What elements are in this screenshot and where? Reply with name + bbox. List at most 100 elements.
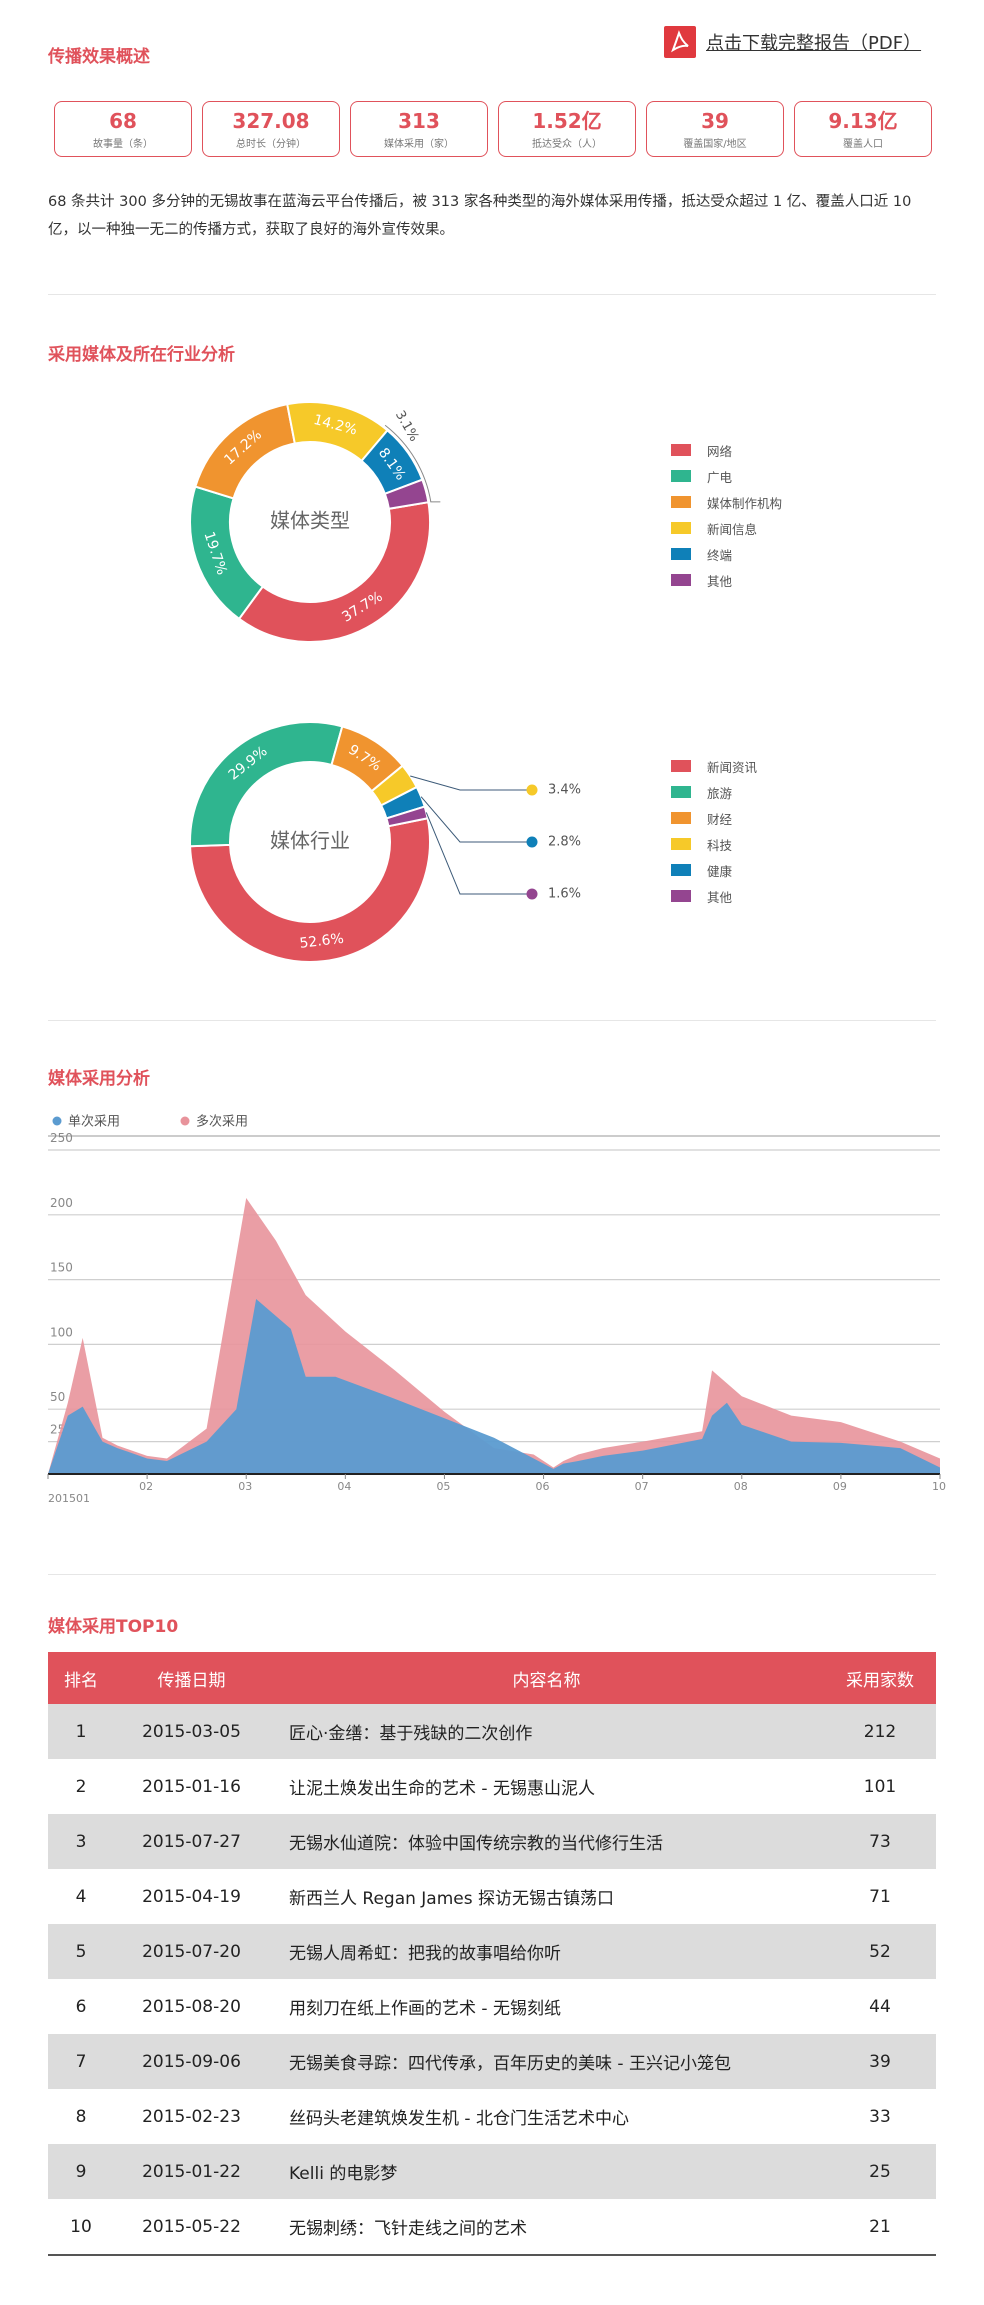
- legend-label: 广电: [707, 469, 733, 485]
- legend-swatch: [671, 760, 691, 772]
- column-header-title: 内容名称: [269, 1652, 824, 1704]
- table-row[interactable]: 4 2015-04-19 新西兰人 Regan James 探访无锡古镇荡口 71: [48, 1869, 936, 1924]
- donut-slice: [237, 501, 431, 643]
- x-tick-label: 201501: [48, 1492, 90, 1505]
- stat-value: 1.52亿: [532, 109, 602, 133]
- divider: [48, 1020, 936, 1021]
- table-row[interactable]: 5 2015-07-20 无锡人周希虹：把我的故事唱给你听 52: [48, 1924, 936, 1979]
- rank-cell: 8: [75, 2106, 87, 2127]
- legend-swatch: [671, 496, 691, 508]
- callout-dot: [526, 888, 538, 900]
- y-tick-label: 200: [50, 1196, 73, 1210]
- media-type-donut: 37.7%19.7%17.2%14.2%8.1%3.1%媒体类型: [189, 401, 441, 643]
- stat-card-duration: 327.08 总时长（分钟）: [202, 101, 340, 157]
- x-tick-label: 06: [536, 1480, 550, 1493]
- rank-cell: 7: [48, 2034, 114, 2089]
- date-cell: 2015-07-27: [114, 1814, 269, 1869]
- count-cell: 52: [824, 1924, 936, 1979]
- stat-card-population: 9.13亿 覆盖人口: [794, 101, 932, 157]
- top10-title: 媒体采用TOP10: [48, 1617, 179, 1637]
- slice-label: 3.4%: [548, 783, 581, 798]
- legend-label: 媒体制作机构: [707, 495, 783, 511]
- date-cell: 2015-01-22: [114, 2144, 269, 2199]
- title-cell[interactable]: 无锡水仙道院：体验中国传统宗教的当代修行生活: [269, 1814, 824, 1869]
- x-tick-label: 04: [337, 1480, 351, 1493]
- stat-value: 313: [398, 109, 440, 133]
- legend-label: 多次采用: [196, 1114, 248, 1130]
- count-cell: 39: [824, 2034, 936, 2089]
- title-cell[interactable]: 让泥土焕发出生命的艺术 - 无锡惠山泥人: [289, 1779, 595, 1799]
- legend-label: 旅游: [707, 785, 733, 801]
- y-tick-label: 50: [50, 1390, 65, 1404]
- date-cell: 2015-08-20: [142, 1996, 241, 2017]
- callout-line: [410, 775, 532, 791]
- series-area-single: [48, 1299, 940, 1474]
- x-tick-label: 02: [139, 1480, 153, 1493]
- date-cell: 2015-03-05: [114, 1704, 269, 1759]
- stat-card-audience: 1.52亿 抵达受众（人）: [498, 101, 636, 157]
- summary-text: 68 条共计 300 多分钟的无锡故事在蓝海云平台传播后，被 313 家各种类型…: [48, 194, 912, 238]
- stat-label: 覆盖人口: [843, 139, 883, 150]
- top10-table: 排名 传播日期 内容名称 采用家数 1 2015-03-05 匠心·金缮：基于残缺的…: [48, 1652, 936, 2256]
- column-header-count: 采用家数: [824, 1652, 936, 1704]
- title-cell[interactable]: 丝码头老建筑焕发生机 - 北仓门生活艺术中心: [289, 2109, 629, 2129]
- donut-slice: [385, 805, 429, 828]
- title-cell[interactable]: 无锡刺绣：飞针走线之间的艺术: [269, 2199, 824, 2256]
- column-header-rank: 排名: [48, 1652, 114, 1704]
- count-cell: 33: [869, 2106, 891, 2127]
- stat-label: 总时长（分钟）: [236, 139, 306, 150]
- legend-item: 其他: [671, 883, 757, 909]
- donut-slice: [383, 478, 430, 510]
- legend-item: 旅游: [671, 779, 757, 805]
- title-cell[interactable]: 用刻刀在纸上作画的艺术 - 无锡刻纸: [289, 1999, 561, 2019]
- legend-dot-single: [52, 1116, 62, 1126]
- title-cell[interactable]: 无锡美食寻踪：四代传承，百年历史的美味 - 王兴记小笼包: [269, 2034, 824, 2089]
- legend-dot-multi: [180, 1116, 190, 1126]
- legend-item: 终端: [671, 541, 782, 567]
- table-row[interactable]: 1 2015-03-05 匠心·金缮：基于残缺的二次创作 212: [48, 1704, 936, 1759]
- title-cell[interactable]: 新西兰人 Regan James 探访无锡古镇荡口: [289, 1889, 615, 1909]
- table-row[interactable]: 6 2015-08-20 用刻刀在纸上作画的艺术 - 无锡刻纸 44: [48, 1979, 936, 2034]
- count-cell: 101: [863, 1776, 897, 1797]
- legend-label: 新闻信息: [707, 521, 758, 537]
- count-cell: 25: [824, 2144, 936, 2199]
- title-cell[interactable]: Kelli 的电影梦: [269, 2144, 824, 2199]
- title-cell[interactable]: 匠心·金缮：基于残缺的二次创作: [269, 1704, 824, 1759]
- media-type-legend: 网络 广电 媒体制作机构 新闻信息 终端 其他: [671, 437, 782, 593]
- title-cell[interactable]: 无锡人周希虹：把我的故事唱给你听: [269, 1924, 824, 1979]
- stats-row: 68 故事量（条） 327.08 总时长（分钟） 313 媒体采用（家） 1.5…: [54, 101, 932, 157]
- y-tick-label: 150: [50, 1261, 73, 1275]
- legend-swatch: [671, 864, 691, 876]
- table-row[interactable]: 8 2015-02-23 丝码头老建筑焕发生机 - 北仓门生活艺术中心 33: [48, 2089, 936, 2144]
- donut-center-label: 媒体类型: [270, 509, 350, 533]
- stat-label: 故事量（条）: [93, 139, 153, 150]
- date-cell: 2015-09-06: [114, 2034, 269, 2089]
- count-cell: 44: [869, 1996, 891, 2017]
- rank-cell: 5: [48, 1924, 114, 1979]
- legend-item: 财经: [671, 805, 757, 831]
- date-cell: 2015-04-19: [142, 1886, 241, 1907]
- count-cell: 21: [824, 2199, 936, 2256]
- legend-label: 网络: [707, 443, 733, 459]
- download-pdf-link[interactable]: 点击下载完整报告（PDF）: [664, 26, 921, 58]
- rank-cell: 2: [75, 1776, 87, 1797]
- legend-swatch: [671, 470, 691, 482]
- download-pdf-label[interactable]: 点击下载完整报告（PDF）: [706, 33, 922, 54]
- date-cell: 2015-07-20: [114, 1924, 269, 1979]
- legend-swatch: [671, 522, 691, 534]
- stat-card-countries: 39 覆盖国家/地区: [646, 101, 784, 157]
- table-row[interactable]: 10 2015-05-22 无锡刺绣：飞针走线之间的艺术 21: [48, 2199, 936, 2256]
- table-row[interactable]: 9 2015-01-22 Kelli 的电影梦 25: [48, 2144, 936, 2199]
- legend-label: 新闻资讯: [707, 759, 758, 775]
- table-row[interactable]: 3 2015-07-27 无锡水仙道院：体验中国传统宗教的当代修行生活 73: [48, 1814, 936, 1869]
- rank-cell: 10: [48, 2199, 114, 2256]
- legend-label: 其他: [707, 889, 733, 905]
- callout-dot: [526, 836, 538, 848]
- slice-label: 2.8%: [548, 835, 581, 850]
- table-row[interactable]: 7 2015-09-06 无锡美食寻踪：四代传承，百年历史的美味 - 王兴记小笼包 3…: [48, 2034, 936, 2089]
- table-row[interactable]: 2 2015-01-16 让泥土焕发出生命的艺术 - 无锡惠山泥人 101: [48, 1759, 936, 1814]
- y-tick-label: 100: [50, 1325, 73, 1339]
- adoption-analysis-title: 媒体采用分析: [48, 1069, 150, 1089]
- legend-item: 新闻资讯: [671, 753, 757, 779]
